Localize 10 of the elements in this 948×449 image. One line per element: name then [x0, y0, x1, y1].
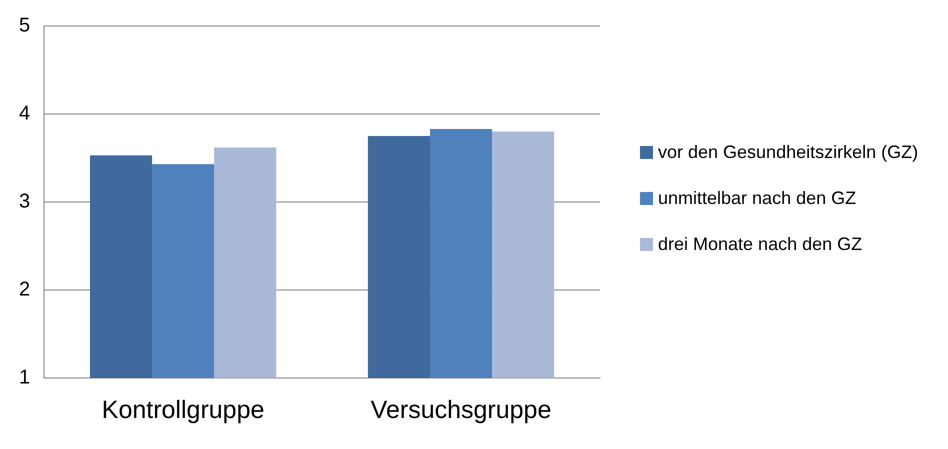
x-tick-label: Kontrollgruppe — [102, 396, 264, 424]
legend-label: vor den Gesundheitszirkeln (GZ) — [658, 141, 918, 164]
y-tick-label: 2 — [19, 278, 30, 301]
y-tick-label: 4 — [19, 102, 30, 125]
x-tick-label: Versuchsgruppe — [370, 396, 552, 424]
y-tick-label: 5 — [19, 14, 30, 37]
legend-label: unmittelbar nach den GZ — [658, 187, 856, 210]
y-tick-label: 1 — [19, 366, 30, 389]
legend-label: drei Monate nach den GZ — [658, 233, 862, 256]
y-tick-label: 3 — [19, 190, 30, 213]
